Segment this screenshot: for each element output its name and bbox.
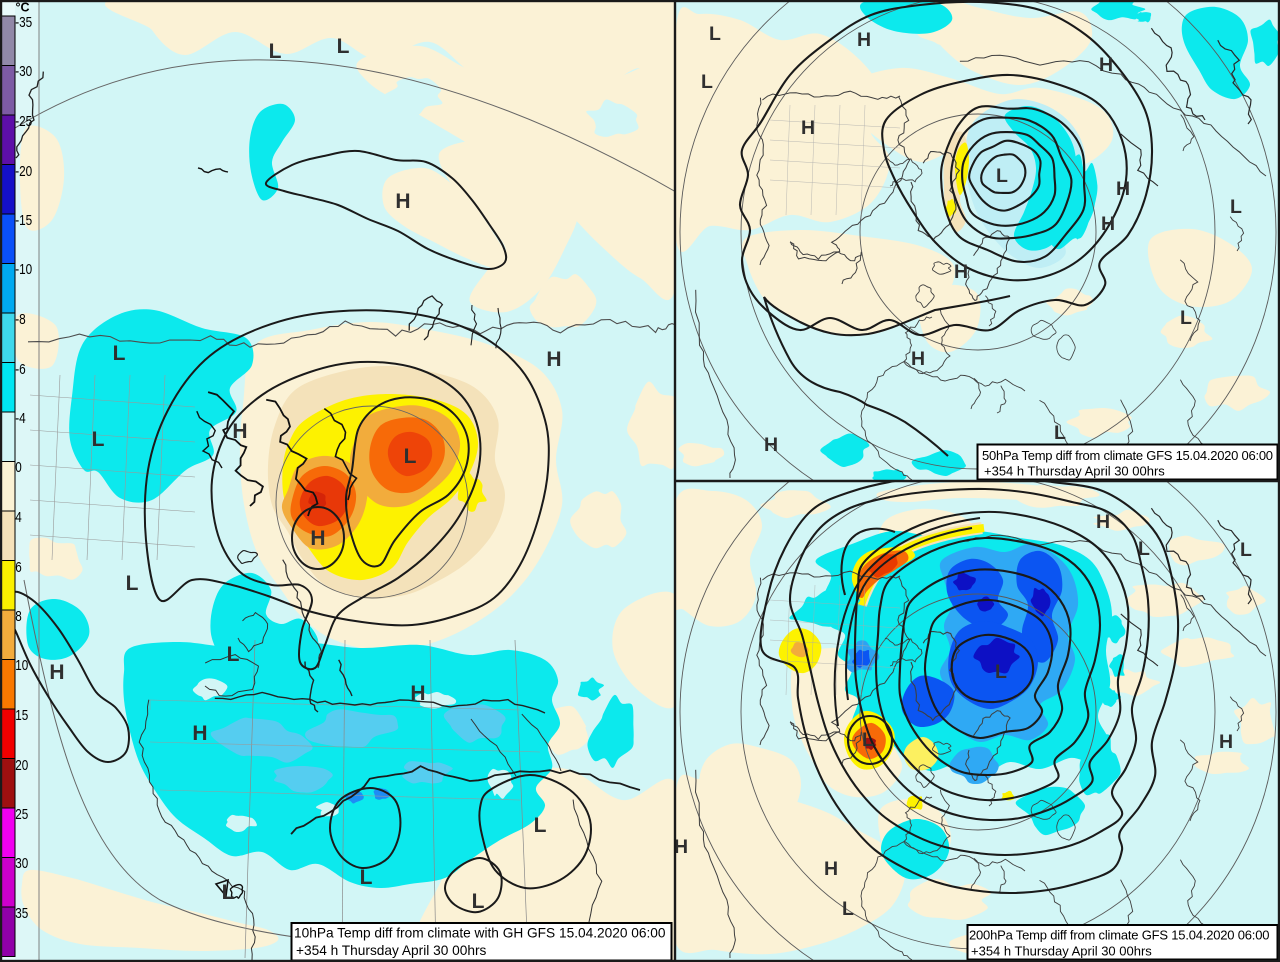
- svg-text:L: L: [472, 890, 485, 913]
- svg-text:L: L: [995, 661, 1007, 683]
- svg-text:-25: -25: [15, 113, 32, 130]
- svg-text:0: 0: [15, 459, 22, 476]
- svg-text:H: H: [801, 117, 815, 139]
- svg-text:-4: -4: [15, 410, 26, 427]
- svg-text:H: H: [954, 261, 968, 283]
- svg-text:L: L: [996, 165, 1008, 187]
- svg-text:H: H: [674, 836, 688, 858]
- svg-text:+354 h Thursday April 30 00hrs: +354 h Thursday April 30 00hrs: [984, 464, 1165, 479]
- svg-text:L: L: [862, 729, 874, 751]
- svg-text:10: 10: [15, 657, 28, 674]
- svg-text:-15: -15: [15, 212, 32, 229]
- svg-text:-10: -10: [15, 261, 32, 278]
- svg-text:H: H: [410, 682, 425, 705]
- svg-text:L: L: [842, 898, 854, 920]
- svg-text:4: 4: [15, 509, 22, 526]
- svg-text:-20: -20: [15, 163, 32, 180]
- svg-text:L: L: [1054, 422, 1066, 444]
- svg-text:H: H: [857, 29, 871, 51]
- svg-text:L: L: [709, 23, 721, 45]
- svg-text:8: 8: [15, 608, 22, 625]
- svg-text:H: H: [192, 722, 207, 745]
- svg-text:H: H: [824, 858, 838, 880]
- svg-text:H: H: [1096, 511, 1110, 533]
- svg-text:35: 35: [15, 905, 28, 922]
- svg-text:L: L: [222, 881, 235, 904]
- svg-text:6: 6: [15, 559, 22, 576]
- svg-text:25: 25: [15, 806, 28, 823]
- svg-text:L: L: [404, 445, 417, 468]
- svg-text:30: 30: [15, 855, 28, 872]
- svg-text:H: H: [1099, 54, 1113, 76]
- svg-text:20: 20: [15, 757, 28, 774]
- svg-text:L: L: [1138, 538, 1150, 560]
- svg-text:L: L: [113, 342, 126, 365]
- svg-text:-8: -8: [15, 311, 26, 328]
- svg-text:L: L: [360, 866, 373, 889]
- svg-text:10hPa Temp diff from climate w: 10hPa Temp diff from climate with GH GFS…: [294, 926, 666, 941]
- svg-text:-30: -30: [15, 63, 32, 80]
- svg-text:L: L: [701, 71, 713, 93]
- svg-text:L: L: [1180, 307, 1192, 329]
- svg-text:L: L: [92, 428, 105, 451]
- svg-text:L: L: [269, 40, 282, 63]
- svg-text:+354 h Thursday April 30 00hrs: +354 h Thursday April 30 00hrs: [296, 943, 487, 958]
- svg-text:°C: °C: [16, 1, 30, 15]
- svg-text:H: H: [911, 348, 925, 370]
- svg-text:L: L: [1240, 539, 1252, 561]
- svg-text:H: H: [1101, 213, 1115, 235]
- svg-text:H: H: [395, 190, 410, 213]
- svg-text:H: H: [764, 434, 778, 456]
- svg-text:15: 15: [15, 707, 28, 724]
- svg-text:H: H: [49, 661, 64, 684]
- svg-text:L: L: [227, 643, 240, 666]
- svg-text:H: H: [232, 420, 247, 443]
- svg-text:-35: -35: [15, 14, 32, 31]
- svg-text:H: H: [546, 348, 561, 371]
- svg-text:H: H: [1116, 178, 1130, 200]
- svg-text:L: L: [534, 814, 547, 837]
- svg-text:L: L: [337, 35, 350, 58]
- svg-text:L: L: [1230, 196, 1242, 218]
- svg-text:+354 h Thursday April 30 00hrs: +354 h Thursday April 30 00hrs: [971, 944, 1152, 959]
- svg-text:-6: -6: [15, 361, 26, 378]
- svg-text:L: L: [126, 572, 139, 595]
- svg-text:H: H: [310, 527, 325, 550]
- svg-text:50hPa Temp diff from climate G: 50hPa Temp diff from climate GFS 15.04.2…: [982, 448, 1273, 463]
- svg-text:200hPa Temp diff from climate: 200hPa Temp diff from climate GFS 15.04.…: [969, 928, 1269, 943]
- svg-text:H: H: [1219, 731, 1233, 753]
